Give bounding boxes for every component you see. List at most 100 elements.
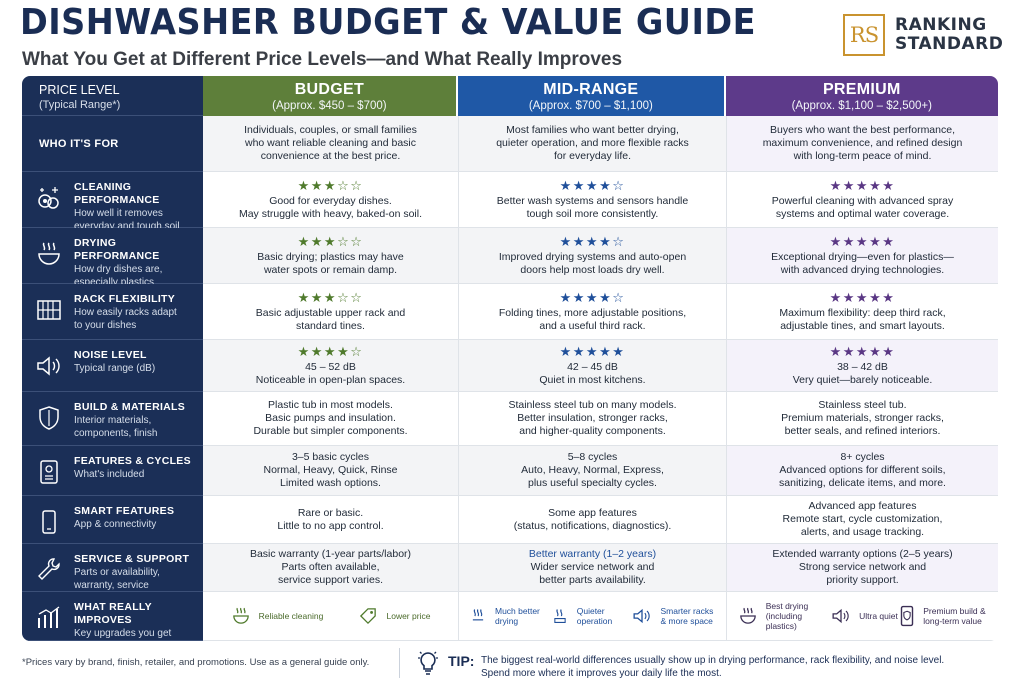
- quiet-icon: [551, 606, 574, 626]
- cell-text: Noticeable in open-plan spaces.: [255, 374, 406, 386]
- star-rating: ★★★★★: [829, 234, 896, 249]
- improvement-label: Ultra quiet: [859, 611, 898, 621]
- improvement-label: Reliable cleaning: [258, 611, 324, 621]
- table-row: DRYING PERFORMANCE How dry dishes are, esp…: [22, 228, 998, 288]
- budget-improvements: Reliable cleaning Lower price: [203, 592, 459, 641]
- star-rating: ★★★☆☆: [297, 178, 364, 193]
- budget-cell: ★★★☆☆ Good for everyday dishes. May strugg…: [203, 172, 459, 228]
- category-name: RACK FLEXIBILITY: [74, 293, 176, 305]
- star-rating: ★★★★☆: [297, 344, 364, 359]
- cell-text: Normal, Heavy, Quick, Rinse: [263, 464, 398, 476]
- cell-text: Basic pumps and insulation.: [265, 412, 396, 424]
- row-category: CLEANING PERFORMANCE How well it removes e…: [22, 172, 203, 232]
- logo-mark: RS: [843, 14, 885, 56]
- cell-text: 42 – 45 dB: [567, 361, 618, 373]
- category-description: Interior materials,: [74, 415, 152, 426]
- cell-text: 3–5 basic cycles: [291, 451, 370, 463]
- improvement-item: Premium build & long-term value: [899, 605, 987, 627]
- cell-text: with advanced drying technologies.: [780, 264, 945, 276]
- mid-improvements: Much better drying Quieter operation Smart…: [459, 592, 727, 641]
- table-row: RACK FLEXIBILITY How easily racks adapt to…: [22, 284, 998, 340]
- page-title: DISHWASHER BUDGET & VALUE GUIDE: [20, 2, 756, 43]
- speaker-icon: [35, 352, 63, 380]
- improvement-label: Best drying (including plastics): [765, 601, 809, 631]
- cell-text: 8+ cycles: [840, 451, 885, 463]
- improvement-label: Much better drying: [495, 606, 540, 626]
- cell-text: Basic warranty (1-year parts/labor): [249, 548, 412, 560]
- cell-text: adjustable tines, and smart layouts.: [780, 320, 945, 332]
- steam-bowl-icon: [35, 240, 63, 268]
- table-row: NOISE LEVEL Typical range (dB) ★★★★☆ 45 – 5…: [22, 340, 998, 392]
- premium-column-header: PREMIUM (Approx. $1,100 – $2,500+): [725, 76, 998, 116]
- price-tag-icon: [358, 606, 383, 626]
- premium-cell: Stainless steel tub. Premium materials, s…: [727, 392, 998, 446]
- logo-text: RANKING STANDARD: [895, 15, 1004, 54]
- tip-text: The biggest real-world differences usual…: [481, 655, 945, 679]
- cell-text: Some app features: [548, 506, 637, 519]
- mid-cell: Some app features (status, notifications,…: [459, 496, 727, 544]
- cell-text: Quiet in most kitchens.: [539, 374, 646, 386]
- speaker-icon: [632, 606, 657, 626]
- mid-cell: Stainless steel tub on many models. Bette…: [459, 392, 727, 446]
- star-rating: ★★★★★: [829, 178, 896, 193]
- star-rating: ★★★★★: [829, 344, 896, 359]
- improvement-item: Much better drying: [469, 606, 551, 626]
- table-row: FEATURES & CYCLES What's included 3–5 basi…: [22, 446, 998, 496]
- improvement-label: Quieter operation: [576, 606, 613, 626]
- steam-icon: [469, 606, 492, 626]
- row-category: WHAT REALLY IMPROVES Key upgrades you get…: [22, 592, 203, 641]
- cell-text: Remote start, cycle customization,: [782, 513, 943, 525]
- brand-logo: RS RANKING STANDARD: [843, 14, 1003, 56]
- cell-text: doors help most loads dry well.: [520, 264, 665, 276]
- tip-divider: [399, 648, 400, 678]
- cell-text: Durable but simpler components.: [253, 425, 408, 437]
- category-name: DRYING PERFORMANCE: [74, 237, 160, 262]
- category-name: WHO IT'S FOR: [39, 137, 119, 150]
- budget-cell: ★★★★☆ 45 – 52 dB Noticeable in open-plan s…: [203, 340, 459, 392]
- row-category: WHO IT'S FOR: [22, 116, 203, 172]
- premium-cell: ★★★★★ Maximum flexibility: deep third rac…: [727, 284, 998, 340]
- cell-text: with long-term peace of mind.: [793, 150, 932, 162]
- category-name: NOISE LEVEL: [74, 349, 147, 361]
- cell-text: better seals, and refined interiors.: [784, 425, 941, 437]
- cell-text: (status, notifications, diagnostics).: [513, 519, 672, 532]
- budget-cell: Plastic tub in most models. Basic pumps a…: [203, 392, 459, 446]
- cell-text: 45 – 52 dB: [305, 361, 356, 373]
- header-row: PRICE LEVEL (Typical Range*) BUDGET (App…: [22, 76, 998, 116]
- lightbulb-icon: [416, 650, 440, 683]
- category-name: FEATURES & CYCLES: [74, 455, 191, 467]
- row-category: NOISE LEVEL Typical range (dB): [22, 340, 203, 392]
- category-name: BUILD & MATERIALS: [74, 401, 186, 413]
- cell-text: 5–8 cycles: [567, 451, 618, 463]
- page-subtitle: What You Get at Different Price Levels—a…: [22, 49, 623, 70]
- cell-text: Buyers who want the best performance,: [769, 124, 955, 136]
- budget-cell: ★★★☆☆ Basic adjustable upper rack and stan…: [203, 284, 459, 340]
- mid-cell: Better warranty (1–2 years) Wider service…: [459, 544, 727, 592]
- category-description: Key upgrades you get: [74, 628, 172, 639]
- budget-column-header: BUDGET (Approx. $450 – $700): [202, 76, 457, 116]
- mid-cell: ★★★★☆ Folding tines, more adjustable posi…: [459, 284, 727, 340]
- cell-text: Better wash systems and sensors handle: [496, 195, 689, 207]
- table-row: SERVICE & SUPPORT Parts or availability, w…: [22, 544, 998, 592]
- cell-text: Powerful cleaning with advanced spray: [771, 195, 954, 207]
- cell-text: Auto, Heavy, Normal, Express,: [521, 464, 664, 476]
- row-category: BUILD & MATERIALS Interior materials, comp…: [22, 392, 203, 446]
- star-rating: ★★★★★: [559, 344, 626, 359]
- cell-text: better parts availability.: [539, 574, 646, 586]
- cell-text: Basic drying; plastics may have: [257, 251, 404, 263]
- category-description: to your dishes: [74, 320, 137, 331]
- cell-text: Extended warranty options (2–5 years): [772, 548, 953, 560]
- star-rating: ★★★★☆: [559, 178, 626, 193]
- row-category: DRYING PERFORMANCE How dry dishes are, esp…: [22, 228, 203, 288]
- cell-text: Rare or basic.: [297, 506, 364, 519]
- cell-text: priority support.: [826, 574, 899, 586]
- cell-text: Improved drying systems and auto-open: [498, 251, 687, 263]
- cell-text: Strong service network and: [798, 561, 927, 573]
- table-row: WHO IT'S FOR Individuals, couples, or sma…: [22, 116, 998, 172]
- cell-text: and a useful third rack.: [539, 320, 646, 332]
- cell-text: Stainless steel tub on many models.: [508, 399, 677, 411]
- premium-cell: ★★★★★ Powerful cleaning with advanced spr…: [727, 172, 998, 228]
- cell-text: systems and optimal water coverage.: [775, 208, 950, 220]
- mid-cell: ★★★★★ 42 – 45 dB Quiet in most kitchens.: [459, 340, 727, 392]
- price-level-header: PRICE LEVEL (Typical Range*): [22, 76, 203, 116]
